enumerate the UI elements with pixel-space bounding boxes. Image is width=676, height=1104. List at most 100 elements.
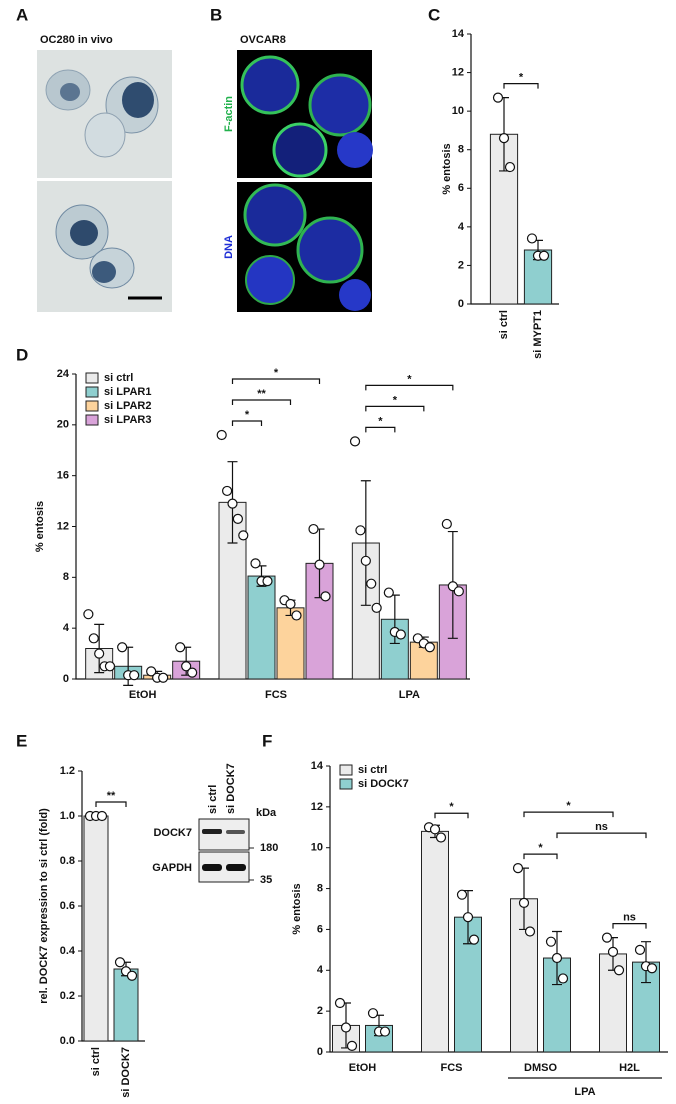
x-tick-label: si MYPT1 — [532, 310, 544, 359]
x-tick-label: FCS — [441, 1062, 463, 1074]
data-point — [557, 973, 569, 984]
y-tick-label: 0.2 — [60, 990, 75, 1002]
data-point — [114, 957, 126, 968]
data-point — [129, 670, 140, 681]
significance-bracket — [231, 378, 321, 384]
significance-label: ** — [257, 388, 266, 400]
y-tick-label: 0 — [63, 673, 69, 685]
legend-label: si LPAR3 — [104, 414, 151, 426]
data-point — [104, 661, 116, 672]
significance-bracket — [365, 384, 454, 391]
x-tick-label: EtOH — [129, 689, 157, 701]
data-point — [175, 642, 186, 653]
data-point — [646, 963, 658, 974]
significance-bracket — [523, 853, 558, 860]
data-point — [126, 970, 138, 981]
data-point — [441, 518, 452, 530]
significance-bracket — [95, 801, 127, 807]
significance-label: * — [378, 415, 383, 427]
legend-label: si LPAR2 — [104, 400, 151, 412]
protein-label: GAPDH — [152, 862, 192, 874]
y-tick-label: 2 — [317, 1005, 323, 1017]
data-point — [308, 523, 319, 535]
legend-swatch — [85, 372, 99, 384]
data-point — [498, 133, 510, 144]
y-tick-label: 4 — [317, 964, 324, 976]
significance-label: * — [274, 367, 279, 379]
x-tick-label: H2L — [619, 1062, 640, 1074]
data-point — [96, 810, 108, 822]
y-tick-label: 14 — [311, 760, 324, 772]
y-tick-label: 1.0 — [60, 810, 75, 822]
data-point — [526, 233, 538, 244]
western-blot: si ctrl si DOCK7 kDa DOCK7 GAPDH 180 35 — [152, 763, 278, 886]
significance-bracket — [612, 923, 647, 929]
significance-bracket — [434, 812, 469, 819]
significance-label: * — [538, 842, 543, 854]
significance-bracket — [523, 811, 614, 818]
x-tick-label: DMSO — [524, 1062, 557, 1074]
significance-bracket — [365, 426, 396, 433]
data-point — [435, 832, 447, 843]
legend-label: si ctrl — [104, 372, 133, 384]
data-point — [379, 1026, 391, 1037]
significance-label: * — [449, 801, 454, 813]
y-tick-label: 20 — [57, 419, 69, 431]
data-point — [453, 586, 464, 597]
data-point — [360, 555, 371, 566]
y-tick-label: 6 — [317, 923, 323, 935]
significance-label: ns — [623, 912, 636, 924]
y-tick-label: 10 — [311, 842, 323, 854]
data-point — [456, 889, 468, 900]
data-point — [492, 92, 504, 103]
y-tick-label: 10 — [452, 105, 464, 117]
y-tick-label: 0.0 — [60, 1035, 75, 1047]
data-point — [383, 587, 394, 598]
significance-label: * — [393, 394, 398, 406]
data-point — [262, 576, 273, 587]
x-tick-label: EtOH — [349, 1062, 377, 1074]
legend-swatch — [85, 386, 99, 398]
bar — [421, 830, 449, 1053]
y-axis-label: rel. DOCK7 expression to si ctrl (fold) — [38, 808, 50, 1004]
legend-label: si LPAR1 — [104, 386, 151, 398]
legend-swatch — [85, 400, 99, 412]
y-tick-label: 0 — [458, 298, 464, 310]
y-tick-label: 0.8 — [60, 855, 75, 867]
bar — [113, 968, 139, 1042]
bar — [247, 575, 276, 680]
y-tick-label: 14 — [452, 28, 465, 40]
y-tick-label: 8 — [458, 144, 464, 156]
data-point — [355, 525, 366, 536]
significance-bracket — [231, 420, 263, 426]
panel-title: OC280 in vivo — [40, 34, 113, 46]
unit-label: kDa — [256, 807, 277, 819]
data-point — [429, 824, 441, 835]
micrograph — [37, 50, 172, 312]
x-tick-label: si DOCK7 — [120, 1047, 132, 1098]
significance-bracket — [231, 399, 292, 405]
y-tick-label: 6 — [458, 182, 464, 194]
y-tick-label: 8 — [317, 882, 323, 894]
data-point — [340, 1022, 352, 1033]
data-point — [395, 629, 406, 640]
y-tick-label: 12 — [311, 801, 323, 813]
data-point — [468, 934, 480, 945]
group-label: LPA — [574, 1086, 595, 1098]
data-point — [238, 530, 249, 541]
data-point — [349, 436, 361, 447]
lane-label: si DOCK7 — [225, 763, 237, 814]
data-point — [607, 946, 619, 958]
y-tick-label: 4 — [458, 221, 465, 233]
data-point — [94, 648, 105, 659]
x-tick-label: LPA — [399, 689, 420, 701]
panel-title: OVCAR8 — [240, 34, 286, 46]
y-tick-label: 1.2 — [60, 765, 75, 777]
y-tick-label: 12 — [452, 66, 464, 78]
significance-label: ns — [595, 821, 608, 833]
lane-label: si ctrl — [207, 785, 219, 814]
data-point — [83, 609, 94, 620]
data-point — [551, 952, 563, 964]
data-point — [216, 429, 227, 441]
